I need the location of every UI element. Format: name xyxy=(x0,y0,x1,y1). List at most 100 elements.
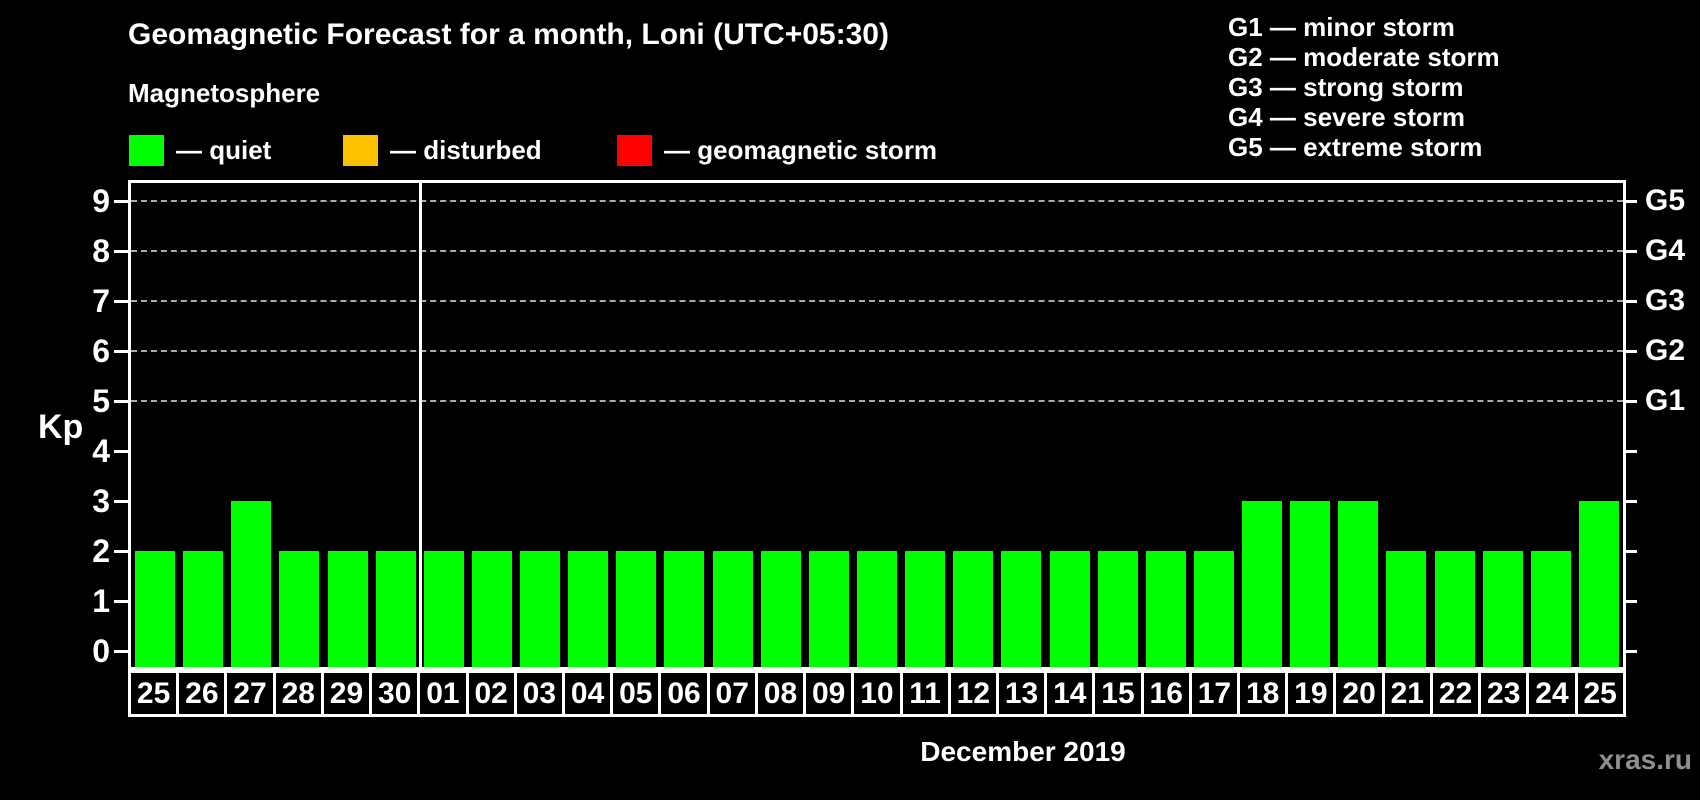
geomagnetic-storm-color-swatch xyxy=(617,134,652,166)
kp-bar-day-10 xyxy=(857,551,897,667)
kp-bar-day-18 xyxy=(1242,501,1282,667)
x-axis-day-cell-10: 10 xyxy=(851,670,903,717)
kp-bar-day-01 xyxy=(424,551,464,667)
x-axis-day-cell-12: 12 xyxy=(947,670,999,717)
x-axis-day-cell-24: 24 xyxy=(1526,670,1578,717)
legend-item-disturbed: — disturbed xyxy=(343,134,542,166)
x-axis-day-cell-08: 08 xyxy=(754,670,807,717)
y-tick-right-5 xyxy=(1623,400,1637,403)
kp-bar-day-12 xyxy=(953,551,993,667)
y-tick-left-5 xyxy=(114,400,128,403)
g-axis-label-G3: G3 xyxy=(1645,284,1686,317)
g-legend-line-4: G4 — severe storm xyxy=(1228,102,1466,132)
quiet-color-swatch xyxy=(129,134,164,166)
kp-bar-day-17 xyxy=(1194,551,1234,667)
x-axis-day-cell-23: 23 xyxy=(1478,670,1530,717)
x-axis-day-cell-18: 18 xyxy=(1237,670,1289,717)
x-axis-day-cell-16: 16 xyxy=(1140,670,1192,717)
kp-bar-day-21 xyxy=(1386,551,1426,667)
x-axis-day-cell-21: 21 xyxy=(1381,670,1433,717)
kp-bar-day-15 xyxy=(1098,551,1138,667)
y-tick-left-9 xyxy=(114,200,128,203)
g-scale-legend: G1 — minor storm G2 — moderate storm G3 — … xyxy=(1228,12,1500,162)
gridline-kp6 xyxy=(131,350,1623,352)
x-axis-day-labels: 25 26 27 28 29 30 01 02 03 04 05 06 07 08 09 10 11 12 13 14… xyxy=(128,670,1626,717)
legend-label-disturbed: — disturbed xyxy=(390,134,542,165)
g-axis-label-G1: G1 xyxy=(1645,384,1686,417)
gridline-kp9 xyxy=(131,200,1623,202)
plot-area xyxy=(128,180,1626,670)
kp-bar-day-22 xyxy=(1435,551,1475,667)
legend-label-geomagnetic-storm: — geomagnetic storm xyxy=(664,134,938,165)
y-tick-right-8 xyxy=(1623,250,1637,253)
kp-bar-day-16 xyxy=(1146,551,1186,667)
x-axis-day-cell-06: 06 xyxy=(658,670,710,717)
y-tick-right-7 xyxy=(1623,300,1637,303)
x-axis-day-cell-03: 03 xyxy=(513,670,565,717)
gridline-kp5 xyxy=(131,400,1623,402)
kp-bar-day-06 xyxy=(664,551,704,667)
kp-bar-day-20 xyxy=(1338,501,1378,667)
y-tick-left-0 xyxy=(114,650,128,653)
legend-label-quiet: — quiet xyxy=(176,134,272,165)
g-legend-line-1: G1 — minor storm xyxy=(1228,12,1455,42)
y-tick-right-0 xyxy=(1623,650,1637,653)
x-axis-day-cell-15: 15 xyxy=(1092,670,1144,717)
kp-bar-day-25 xyxy=(1579,501,1619,667)
x-axis-day-cell-prev-26: 26 xyxy=(176,670,228,717)
x-axis-title: December 2019 xyxy=(920,736,1126,767)
y-tick-right-2 xyxy=(1623,550,1637,553)
kp-bar-day-23 xyxy=(1483,551,1523,667)
kp-bar-day-07 xyxy=(713,551,753,667)
y-tick-label-6: 6 xyxy=(92,333,110,369)
x-axis-day-cell-17: 17 xyxy=(1188,670,1241,717)
x-axis-day-cell-25: 25 xyxy=(1574,670,1626,717)
y-tick-left-3 xyxy=(114,500,128,503)
y-tick-label-2: 2 xyxy=(92,533,110,569)
x-axis-day-cell-02: 02 xyxy=(465,670,517,717)
kp-bar-day-03 xyxy=(520,551,560,667)
kp-bar-day-28 xyxy=(279,551,319,667)
chart-title: Geomagnetic Forecast for a month, Loni (… xyxy=(128,18,889,51)
kp-bar-day-02 xyxy=(472,551,512,667)
x-axis-day-cell-20: 20 xyxy=(1333,670,1385,717)
kp-bar-day-05 xyxy=(616,551,656,667)
g-legend-line-5: G5 — extreme storm xyxy=(1228,132,1483,162)
y-tick-right-3 xyxy=(1623,500,1637,503)
y-tick-right-6 xyxy=(1623,350,1637,353)
x-axis-day-cell-prev-29: 29 xyxy=(320,670,373,717)
y-axis-title: Kp xyxy=(38,408,84,446)
x-axis-day-cell-14: 14 xyxy=(1044,670,1096,717)
kp-bar-day-29 xyxy=(328,551,368,667)
kp-bar-day-25 xyxy=(135,551,175,667)
x-axis-day-cell-prev-27: 27 xyxy=(224,670,276,717)
g-axis-label-G5: G5 xyxy=(1645,184,1686,217)
g-axis-label-G4: G4 xyxy=(1645,234,1686,267)
kp-bar-day-24 xyxy=(1531,551,1571,667)
disturbed-color-swatch xyxy=(343,134,378,166)
y-tick-left-8 xyxy=(114,250,128,253)
y-tick-right-1 xyxy=(1623,600,1637,603)
x-axis-day-cell-11: 11 xyxy=(899,670,951,717)
y-tick-right-9 xyxy=(1623,200,1637,203)
kp-bar-day-08 xyxy=(761,551,801,667)
y-tick-left-1 xyxy=(114,600,128,603)
y-tick-label-4: 4 xyxy=(92,433,110,469)
kp-bar-day-30 xyxy=(376,551,416,667)
g-legend-line-2: G2 — moderate storm xyxy=(1228,42,1500,72)
y-tick-label-9: 9 xyxy=(92,183,110,219)
x-axis-day-cell-22: 22 xyxy=(1429,670,1482,717)
kp-bar-day-04 xyxy=(568,551,608,667)
y-tick-label-8: 8 xyxy=(92,233,110,269)
month-separator-line xyxy=(419,183,422,667)
kp-bar-day-13 xyxy=(1001,551,1041,667)
gridline-kp8 xyxy=(131,250,1623,252)
y-tick-right-4 xyxy=(1623,450,1637,453)
y-tick-left-6 xyxy=(114,350,128,353)
x-axis-day-cell-prev-28: 28 xyxy=(272,670,324,717)
y-tick-label-1: 1 xyxy=(92,583,110,619)
x-axis-day-cell-prev-30: 30 xyxy=(369,670,421,717)
y-tick-left-4 xyxy=(114,450,128,453)
kp-bar-day-26 xyxy=(183,551,223,667)
x-axis-day-cell-07: 07 xyxy=(706,670,758,717)
